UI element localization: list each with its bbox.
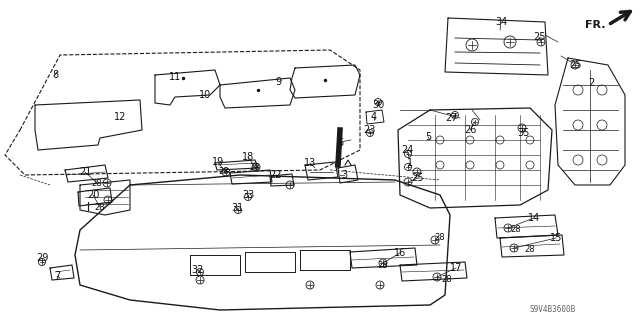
Text: 3: 3 <box>341 170 347 180</box>
Text: 22: 22 <box>269 170 281 180</box>
Text: 18: 18 <box>242 152 254 162</box>
Text: 25: 25 <box>412 173 424 183</box>
Text: 13: 13 <box>304 158 316 168</box>
Text: 24: 24 <box>401 145 413 155</box>
Text: 10: 10 <box>199 90 211 100</box>
Text: 8: 8 <box>52 70 58 80</box>
Text: 35: 35 <box>518 128 530 138</box>
Text: 28: 28 <box>250 162 260 172</box>
Text: 15: 15 <box>550 233 562 243</box>
Text: 28: 28 <box>92 179 102 188</box>
Text: 1: 1 <box>407 158 413 168</box>
Text: 12: 12 <box>114 112 126 122</box>
Text: 31: 31 <box>231 203 243 213</box>
Text: 28: 28 <box>435 233 445 241</box>
Text: 4: 4 <box>371 112 377 122</box>
Text: 17: 17 <box>450 263 462 273</box>
Text: 34: 34 <box>495 17 507 27</box>
Text: 25: 25 <box>569 60 581 70</box>
Text: 26: 26 <box>464 125 476 135</box>
Text: 20: 20 <box>87 190 99 200</box>
Text: FR.: FR. <box>586 20 606 30</box>
Text: 29: 29 <box>36 253 48 263</box>
Text: 27: 27 <box>445 113 458 123</box>
Text: 11: 11 <box>169 72 181 82</box>
Text: 21: 21 <box>79 167 91 177</box>
Text: 33: 33 <box>242 190 254 200</box>
Text: 7: 7 <box>54 271 60 281</box>
Text: 28: 28 <box>95 203 106 211</box>
Text: 28: 28 <box>219 167 229 176</box>
Text: 19: 19 <box>212 157 224 167</box>
Text: 14: 14 <box>528 213 540 223</box>
Text: 2: 2 <box>588 78 594 88</box>
Text: 16: 16 <box>394 248 406 258</box>
Text: 28: 28 <box>442 276 452 285</box>
Text: 30: 30 <box>372 100 384 110</box>
Text: 28: 28 <box>511 225 522 234</box>
Text: 28: 28 <box>378 261 388 270</box>
Text: 5: 5 <box>425 132 431 142</box>
Text: 9: 9 <box>275 77 281 87</box>
Text: 23: 23 <box>363 125 375 135</box>
Text: 28: 28 <box>525 246 535 255</box>
Text: 25: 25 <box>532 32 545 42</box>
Text: 6: 6 <box>337 138 343 148</box>
Text: S9V4B3600B: S9V4B3600B <box>530 305 576 314</box>
Text: 32: 32 <box>192 265 204 275</box>
